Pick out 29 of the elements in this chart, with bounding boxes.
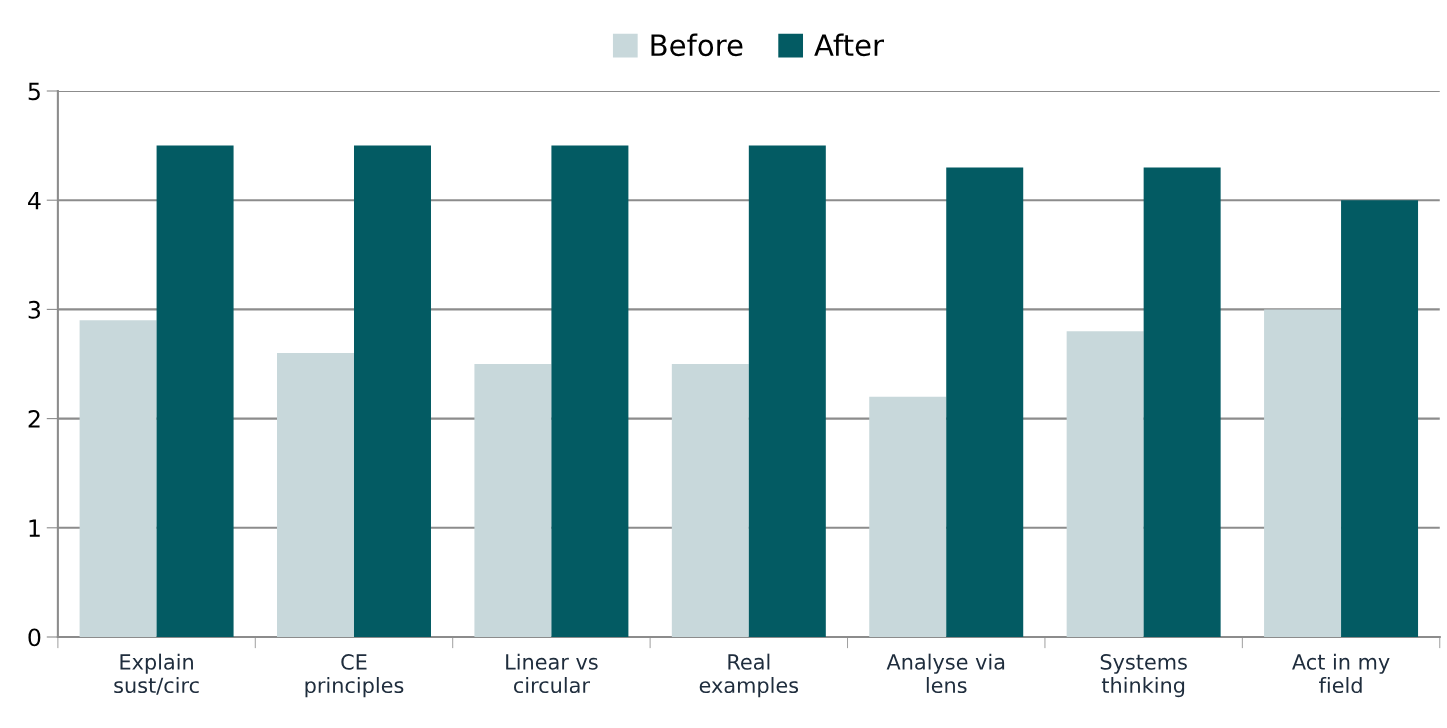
bar: [1066, 331, 1144, 637]
bar: [1143, 167, 1221, 637]
x-tick-label: Linear vs circular: [506, 653, 598, 694]
legend-label: After: [814, 33, 885, 57]
x-tick-label: Real examples: [699, 653, 799, 698]
bar: [869, 396, 947, 637]
x-tick-label: Act in my field: [1292, 653, 1390, 694]
bar: [354, 145, 431, 637]
legend-label: Before: [651, 33, 743, 57]
bar: [748, 145, 826, 637]
bar: [1341, 200, 1419, 637]
y-tick-label: 5: [28, 82, 40, 101]
bar: [474, 364, 552, 637]
y-tick-label: 0: [28, 628, 41, 647]
y-tick-label: 1: [29, 519, 40, 537]
bar: [671, 364, 749, 637]
x-tick-label: Explain sust/circ: [114, 653, 199, 695]
bar: [79, 320, 157, 637]
bar: [551, 145, 629, 637]
bar: [946, 167, 1024, 637]
bar: [1264, 309, 1342, 637]
x-tick-label: CE principles: [305, 654, 404, 698]
y-tick-label: 3: [28, 300, 41, 319]
y-tick-label: 2: [28, 410, 40, 428]
y-tick-label: 4: [28, 191, 41, 210]
bar: [277, 353, 354, 637]
bar: [156, 145, 234, 637]
x-tick-label: Analyse via lens: [886, 653, 1005, 694]
x-tick-label: Systems thinking: [1100, 654, 1187, 698]
